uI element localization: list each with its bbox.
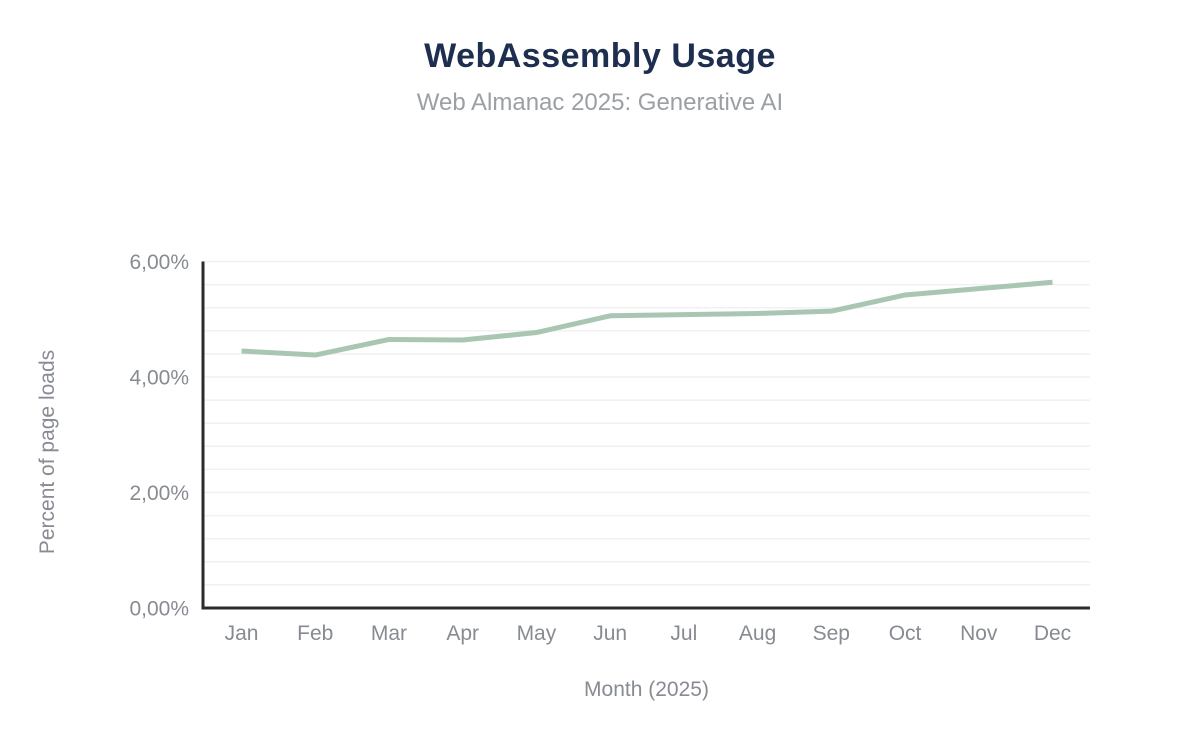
x-tick-label: Sep xyxy=(813,622,850,645)
x-tick-label: Oct xyxy=(889,622,922,645)
chart-subtitle: Web Almanac 2025: Generative AI xyxy=(416,89,784,116)
y-tick-label: 4,00% xyxy=(129,367,189,390)
x-tick-label: Jan xyxy=(225,622,259,645)
x-tick-label: Dec xyxy=(1034,622,1071,645)
data-line-series xyxy=(241,279,1053,358)
y-tick-label: 2,00% xyxy=(129,482,189,505)
y-tick-label: 6,00% xyxy=(129,251,189,274)
x-tick-label: Nov xyxy=(960,622,998,645)
x-tick-label: Aug xyxy=(739,622,776,645)
x-axis-title: Month (2025) xyxy=(584,678,709,701)
x-tick-label: Mar xyxy=(371,622,407,645)
x-tick-label: Jun xyxy=(593,622,627,645)
x-tick-label: Jul xyxy=(670,622,697,645)
x-tick-label: Apr xyxy=(446,622,479,645)
chart-title: WebAssembly Usage xyxy=(424,37,776,75)
y-axis-title: Percent of page loads xyxy=(36,349,59,555)
x-tick-label: May xyxy=(517,622,557,645)
x-tick-label: Feb xyxy=(297,622,333,645)
y-tick-label: 0,00% xyxy=(129,598,189,621)
